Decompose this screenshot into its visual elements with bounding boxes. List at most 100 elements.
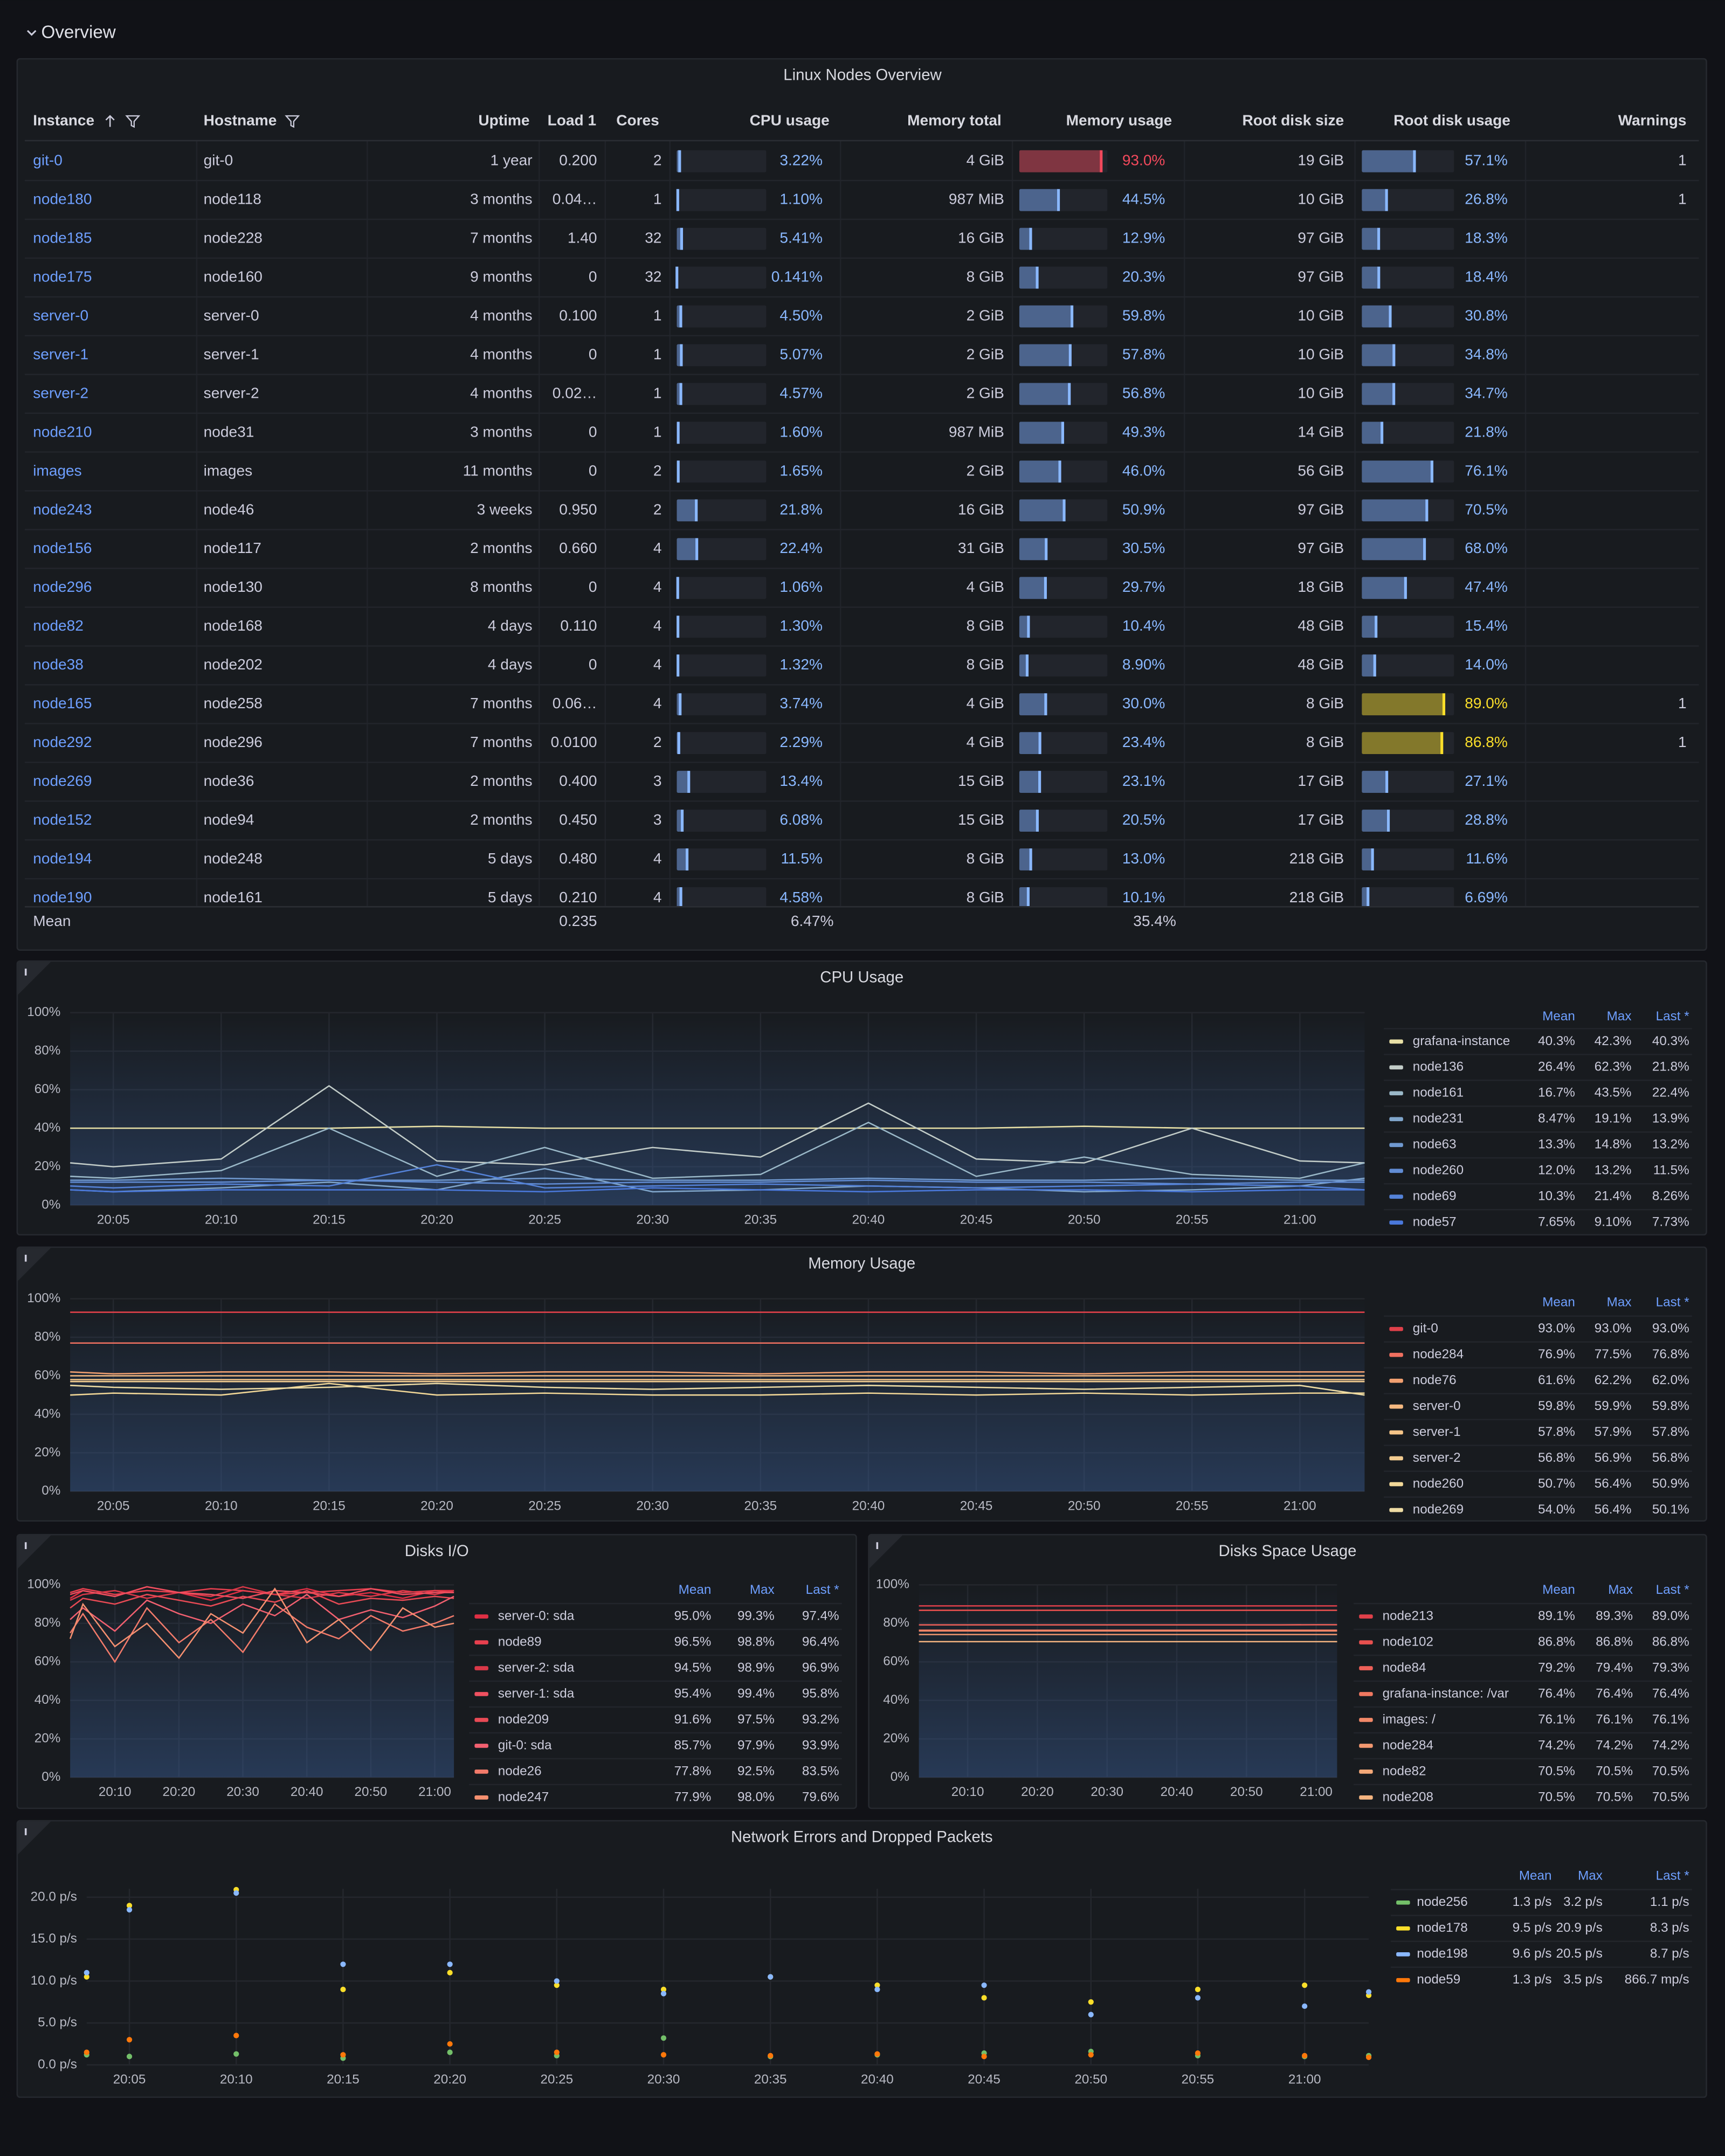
legend-name[interactable]: node260 xyxy=(1413,1476,1464,1491)
legend-swatch[interactable] xyxy=(1359,1770,1373,1774)
row-title[interactable]: Overview xyxy=(42,23,116,43)
instance-link[interactable]: node156 xyxy=(33,540,92,556)
legend-header[interactable]: Last * xyxy=(1656,1583,1690,1597)
column-header[interactable]: Root disk usage xyxy=(1393,112,1510,129)
instance-link[interactable]: node190 xyxy=(33,889,92,906)
legend-name[interactable]: server-0: sda xyxy=(498,1608,575,1623)
legend-name[interactable]: node247 xyxy=(498,1789,549,1804)
instance-link[interactable]: node165 xyxy=(33,695,92,711)
legend-swatch[interactable] xyxy=(1389,1404,1403,1409)
legend-name[interactable]: node161 xyxy=(1413,1086,1464,1100)
legend-name[interactable]: git-0 xyxy=(1413,1321,1438,1336)
legend-swatch[interactable] xyxy=(474,1666,488,1670)
legend-name[interactable]: node213 xyxy=(1383,1608,1433,1623)
column-header[interactable]: Warnings xyxy=(1618,112,1687,129)
legend-swatch[interactable] xyxy=(1396,1900,1410,1905)
legend-swatch[interactable] xyxy=(1359,1718,1373,1722)
legend-header[interactable]: Max xyxy=(1578,1869,1603,1883)
legend-name[interactable]: node260 xyxy=(1413,1163,1464,1178)
legend-name[interactable]: node256 xyxy=(1417,1895,1467,1909)
legend-swatch[interactable] xyxy=(474,1795,488,1800)
legend-header[interactable]: Last * xyxy=(806,1583,840,1597)
legend-name[interactable]: node59 xyxy=(1417,1972,1460,1987)
instance-link[interactable]: git-0 xyxy=(33,152,63,169)
legend-swatch[interactable] xyxy=(1389,1352,1403,1357)
legend-name[interactable]: server-2: sda xyxy=(498,1660,575,1675)
column-header[interactable]: Cores xyxy=(616,112,659,129)
legend-swatch[interactable] xyxy=(474,1640,488,1644)
legend-swatch[interactable] xyxy=(1389,1378,1403,1383)
legend-header[interactable]: Max xyxy=(1607,1295,1632,1310)
legend-swatch[interactable] xyxy=(1359,1614,1373,1619)
collapse-chevron[interactable] xyxy=(26,30,37,36)
legend-name[interactable]: server-0 xyxy=(1413,1399,1461,1413)
instance-link[interactable]: server-0 xyxy=(33,307,88,323)
legend-name[interactable]: node82 xyxy=(1383,1764,1426,1778)
legend-name[interactable]: node178 xyxy=(1417,1920,1467,1935)
legend-swatch[interactable] xyxy=(1359,1795,1373,1800)
legend-header[interactable]: Last * xyxy=(1656,1295,1690,1310)
instance-link[interactable]: node269 xyxy=(33,772,92,789)
legend-swatch[interactable] xyxy=(1389,1194,1403,1199)
legend-header[interactable]: Mean xyxy=(1519,1869,1552,1883)
instance-link[interactable]: node243 xyxy=(33,501,92,517)
legend-swatch[interactable] xyxy=(474,1718,488,1722)
legend-swatch[interactable] xyxy=(1396,1926,1410,1931)
instance-link[interactable]: node152 xyxy=(33,811,92,828)
legend-name[interactable]: node69 xyxy=(1413,1189,1457,1204)
column-header[interactable]: Hostname xyxy=(204,112,277,129)
legend-swatch[interactable] xyxy=(1359,1666,1373,1670)
legend-name[interactable]: node57 xyxy=(1413,1215,1457,1229)
legend-name[interactable]: images: / xyxy=(1383,1712,1436,1726)
legend-name[interactable]: node269 xyxy=(1413,1502,1464,1517)
legend-header[interactable]: Mean xyxy=(1542,1583,1575,1597)
legend-name[interactable]: node63 xyxy=(1413,1137,1457,1152)
legend-swatch[interactable] xyxy=(1389,1508,1403,1512)
legend-name[interactable]: node136 xyxy=(1413,1060,1464,1074)
legend-header[interactable]: Max xyxy=(1608,1583,1633,1597)
instance-link[interactable]: node175 xyxy=(33,268,92,285)
column-header[interactable]: Load 1 xyxy=(548,112,596,129)
instance-link[interactable]: node82 xyxy=(33,617,84,634)
legend-swatch[interactable] xyxy=(474,1692,488,1696)
instance-link[interactable]: server-2 xyxy=(33,384,88,401)
legend-name[interactable]: server-1: sda xyxy=(498,1686,575,1701)
legend-header[interactable]: Mean xyxy=(679,1583,712,1597)
legend-swatch[interactable] xyxy=(1389,1039,1403,1044)
legend-name[interactable]: node89 xyxy=(498,1634,542,1649)
info-icon[interactable] xyxy=(24,1542,27,1550)
legend-swatch[interactable] xyxy=(1389,1482,1403,1487)
legend-swatch[interactable] xyxy=(1389,1065,1403,1070)
legend-name[interactable]: node84 xyxy=(1383,1660,1426,1675)
legend-header[interactable]: Last * xyxy=(1656,1009,1690,1024)
legend-swatch[interactable] xyxy=(1389,1117,1403,1122)
legend-name[interactable]: node209 xyxy=(498,1712,549,1726)
instance-link[interactable]: node180 xyxy=(33,191,92,208)
legend-swatch[interactable] xyxy=(474,1770,488,1774)
instance-link[interactable]: node38 xyxy=(33,656,84,673)
legend-swatch[interactable] xyxy=(1389,1143,1403,1148)
legend-name[interactable]: git-0: sda xyxy=(498,1738,552,1752)
legend-name[interactable]: node102 xyxy=(1383,1634,1433,1649)
column-header[interactable]: Memory total xyxy=(907,112,1002,129)
filter-icon[interactable] xyxy=(125,115,141,128)
column-header[interactable]: Memory usage xyxy=(1066,112,1172,129)
instance-link[interactable]: images xyxy=(33,462,81,479)
instance-link[interactable]: node194 xyxy=(33,850,92,867)
legend-swatch[interactable] xyxy=(1396,1978,1410,1982)
legend-name[interactable]: node76 xyxy=(1413,1373,1457,1387)
legend-swatch[interactable] xyxy=(1389,1091,1403,1096)
column-header[interactable]: Root disk size xyxy=(1242,112,1344,129)
legend-swatch[interactable] xyxy=(474,1744,488,1748)
legend-name[interactable]: node198 xyxy=(1417,1946,1467,1961)
legend-swatch[interactable] xyxy=(1389,1430,1403,1435)
legend-name[interactable]: server-1 xyxy=(1413,1425,1461,1439)
column-header[interactable]: Uptime xyxy=(478,112,529,129)
instance-link[interactable]: node292 xyxy=(33,734,92,750)
legend-name[interactable]: node284 xyxy=(1383,1738,1433,1752)
info-icon[interactable] xyxy=(24,969,27,976)
legend-header[interactable]: Max xyxy=(750,1583,775,1597)
legend-name[interactable]: grafana-instance xyxy=(1413,1034,1510,1048)
legend-name[interactable]: node26 xyxy=(498,1764,542,1778)
legend-header[interactable]: Mean xyxy=(1542,1009,1575,1024)
